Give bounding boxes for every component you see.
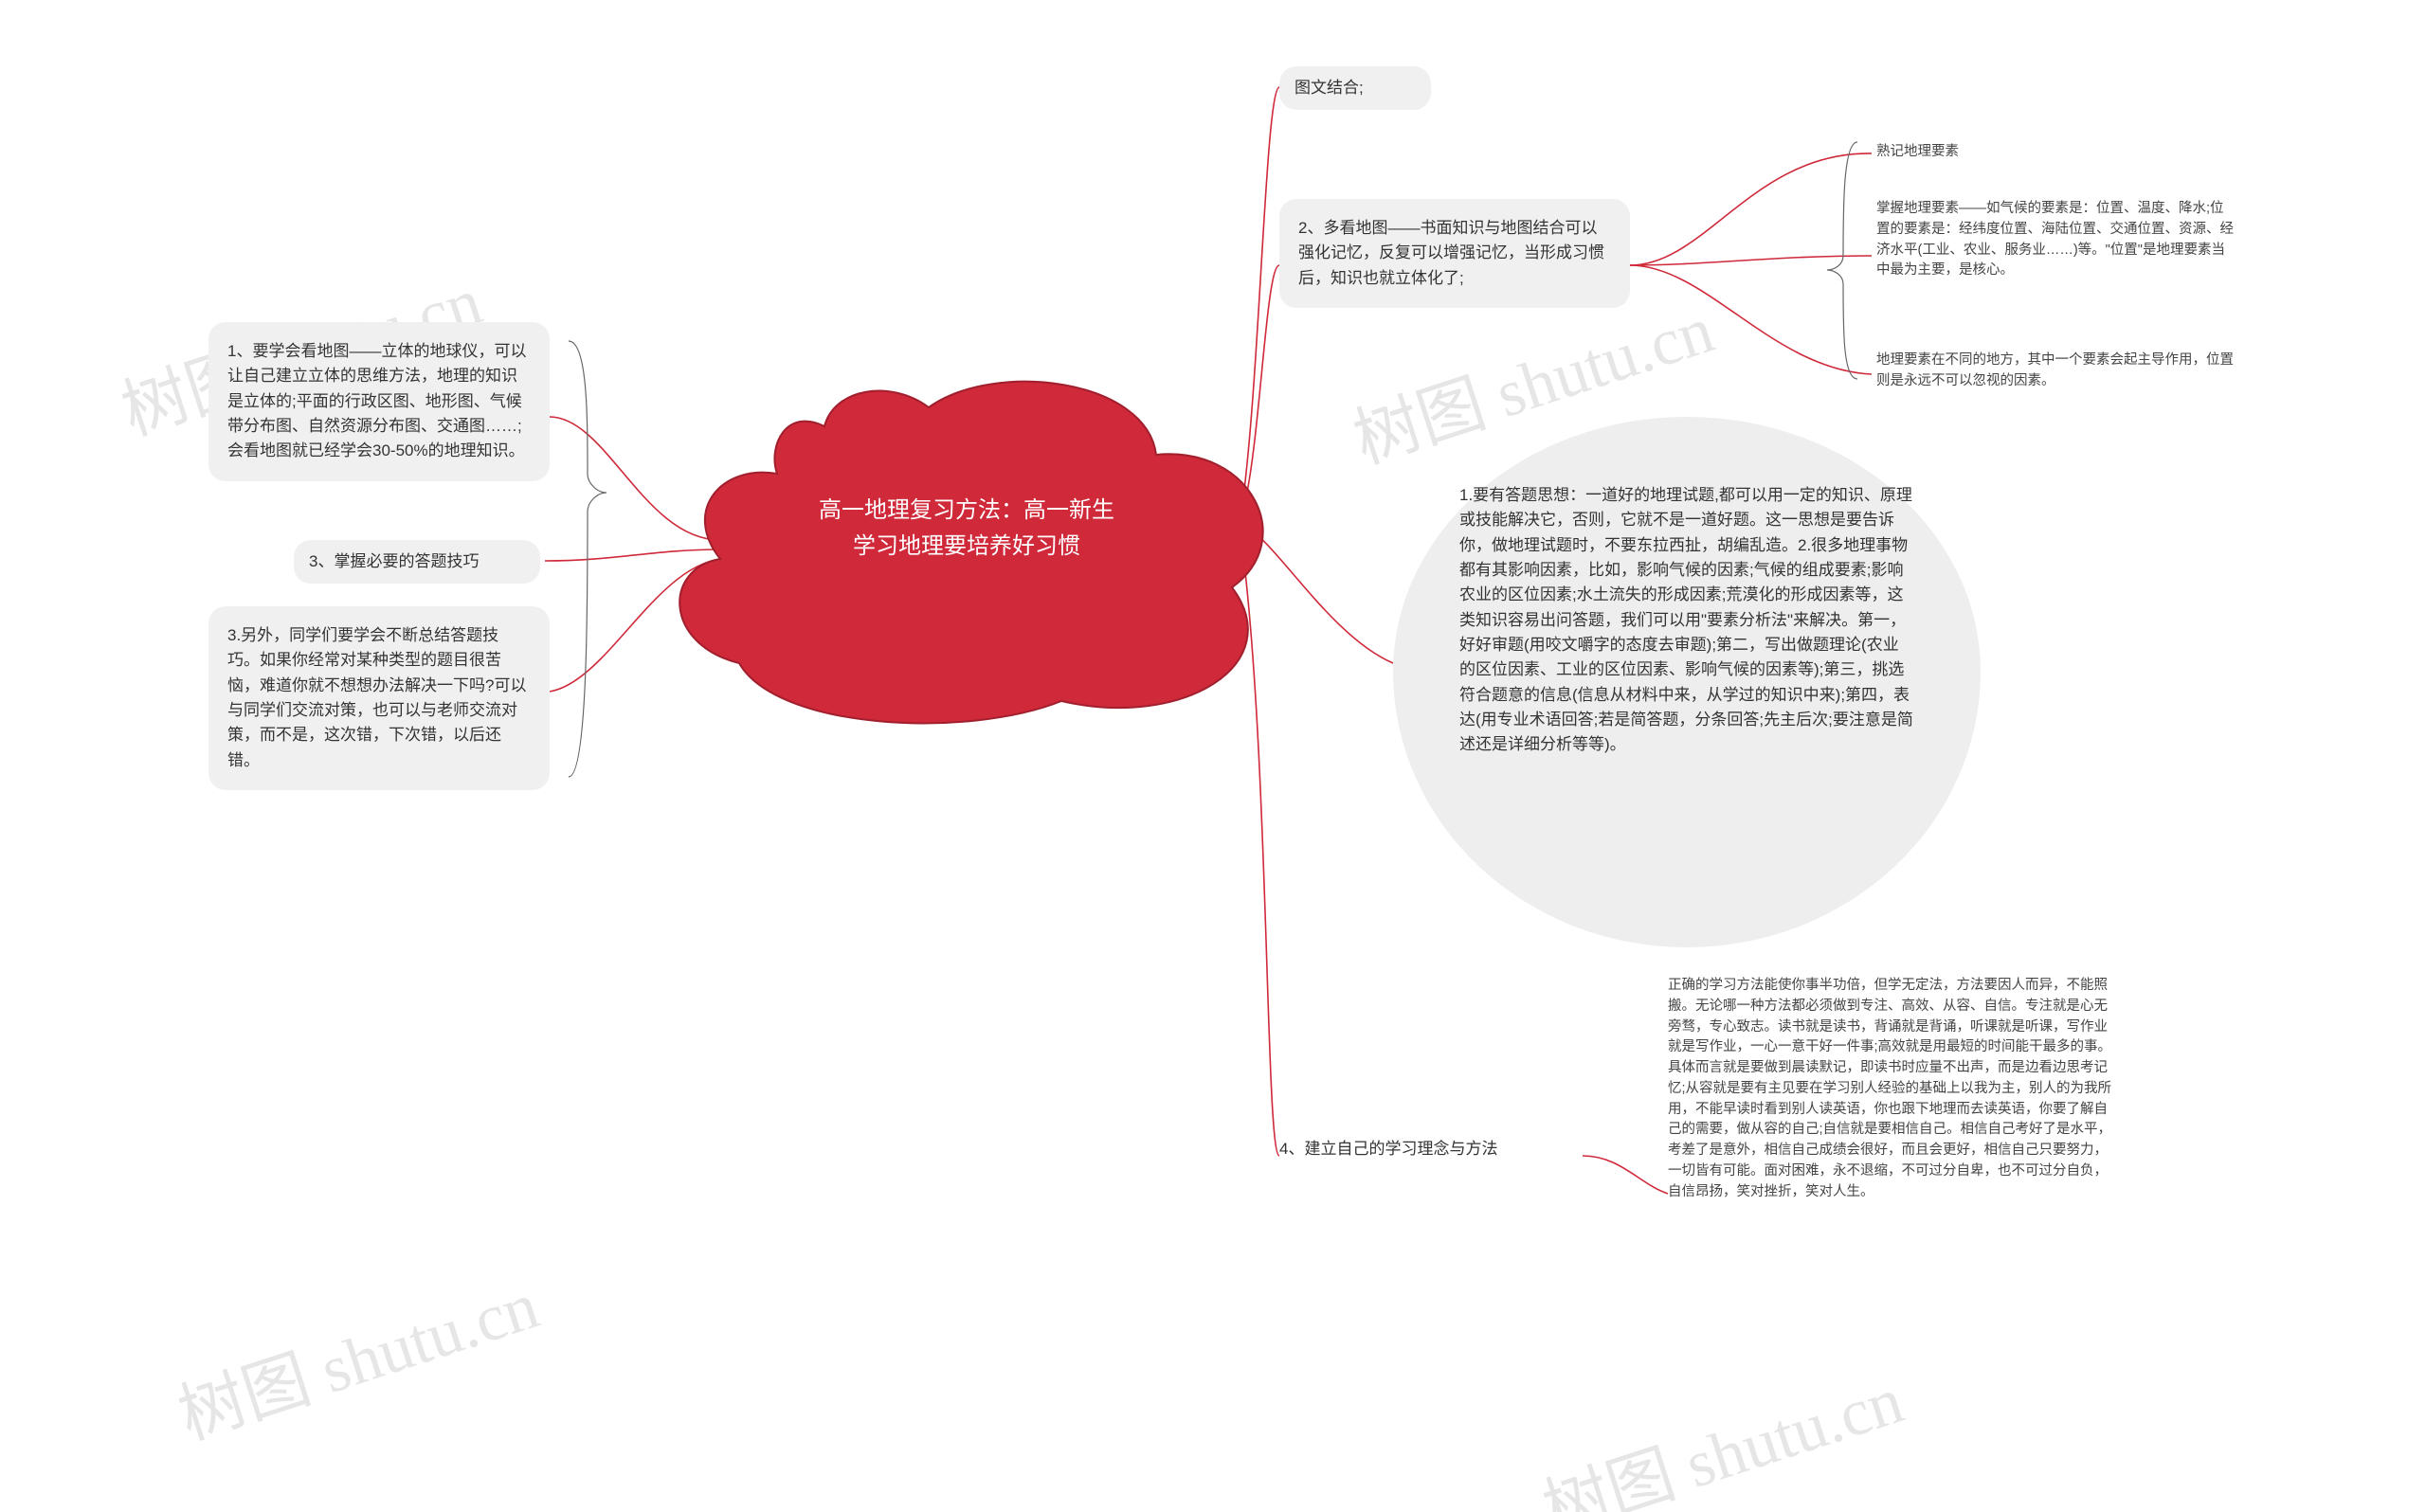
right-node-2a-text: 熟记地理要素 [1876,144,1959,159]
right-node-4: 4、建立自己的学习理念与方法 [1279,1137,1583,1161]
left-node-1-text: 1、要学会看地图——立体的地球仪，可以让自己建立立体的思维方法，地理的知识是立体… [227,342,526,459]
left-bracket [569,341,606,777]
right-node-big: 1.要有答题思想：一道好的地理试题,都可以用一定的知识、原理或技能解决它，否则，… [1393,417,1981,947]
right-node-4-detail: 正确的学习方法能使你事半功倍，但学无定法，方法要因人而异，不能照搬。无论哪一种方… [1668,976,2113,1202]
left-node-3-text: 3、掌握必要的答题技巧 [309,552,479,570]
right-node-4-detail-text: 正确的学习方法能使你事半功倍，但学无定法，方法要因人而异，不能照搬。无论哪一种方… [1668,978,2111,1199]
right-node-4-text: 4、建立自己的学习理念与方法 [1279,1140,1497,1158]
right-node-2a: 熟记地理要素 [1876,142,2028,163]
right-node-2b: 掌握地理要素——如气候的要素是：位置、温度、降水;位置的要素是：经纬度位置、海陆… [1876,199,2236,281]
left-node-3b-text: 3.另外，同学们要学会不断总结答题技巧。如果你经常对某种类型的题目很苦恼，难道你… [227,626,526,769]
right-node-2c: 地理要素在不同的地方，其中一个要素会起主导作用，位置则是永远不可以忽视的因素。 [1876,351,2236,392]
right-node-2c-text: 地理要素在不同的地方，其中一个要素会起主导作用，位置则是永远不可以忽视的因素。 [1876,352,2234,388]
left-node-3: 3、掌握必要的答题技巧 [294,540,540,584]
left-node-3b: 3.另外，同学们要学会不断总结答题技巧。如果你经常对某种类型的题目很苦恼，难道你… [208,606,550,790]
watermark: 树图 shutu.cn [165,1252,549,1458]
center-node-text: 高一地理复习方法：高一新生学习地理要培养好习惯 [819,497,1114,559]
right-node-2-text: 2、多看地图——书面知识与地图结合可以强化记忆，反复可以增强记忆，当形成习惯后，… [1298,219,1604,287]
left-node-1: 1、要学会看地图——立体的地球仪，可以让自己建立立体的思维方法，地理的知识是立体… [208,322,550,481]
right-node-2: 2、多看地图——书面知识与地图结合可以强化记忆，反复可以增强记忆，当形成习惯后，… [1279,199,1630,308]
right-node-top-text: 图文结合; [1294,79,1364,97]
right-node-2b-text: 掌握地理要素——如气候的要素是：位置、温度、降水;位置的要素是：经纬度位置、海陆… [1876,201,2234,278]
right-node-top: 图文结合; [1279,66,1431,110]
right-node-big-text: 1.要有答题思想：一道好的地理试题,都可以用一定的知识、原理或技能解决它，否则，… [1459,486,1913,753]
watermark: 树图 shutu.cn [1530,1347,1913,1512]
center-node: 高一地理复习方法：高一新生学习地理要培养好习惯 [815,493,1118,566]
right-bracket [1827,142,1857,379]
